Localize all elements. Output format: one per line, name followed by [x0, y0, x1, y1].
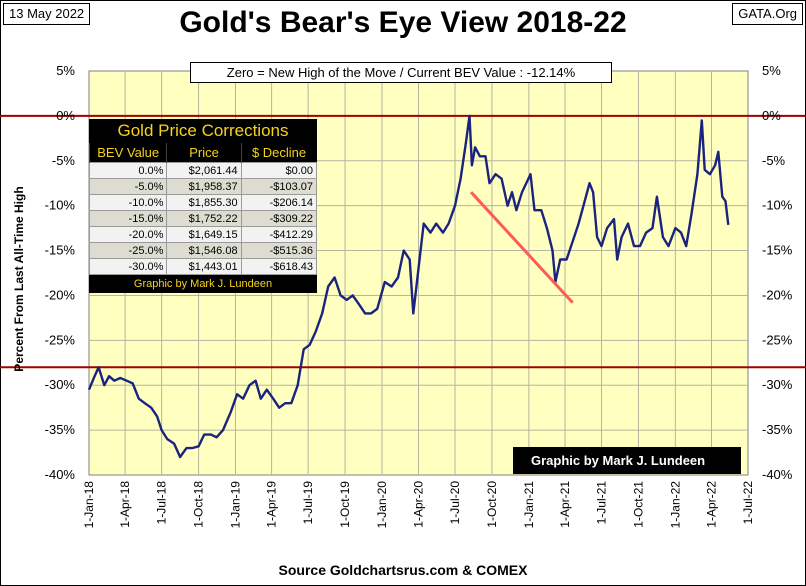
- credit-box: Graphic by Mark J. Lundeen: [513, 447, 741, 474]
- decline-cell: -$412.29: [240, 226, 318, 243]
- x-tick-label: 1-Oct-19: [338, 481, 352, 528]
- x-tick-label: 1-Jul-20: [448, 481, 462, 525]
- bev-cell: -10.0%: [88, 194, 168, 211]
- y-tick-label-left: -25%: [45, 332, 76, 347]
- column-header-decline: $ Decline: [240, 143, 317, 163]
- price-cell: $1,649.15: [166, 226, 242, 243]
- x-tick-label: 1-Apr-19: [265, 481, 279, 528]
- table-credit: Graphic by Mark J. Lundeen: [89, 275, 317, 293]
- table-row: -15.0% $1,752.22 -$309.22: [88, 210, 318, 227]
- price-cell: $1,752.22: [166, 210, 242, 227]
- y-tick-label-left: 0%: [56, 108, 75, 123]
- y-tick-label-left: 5%: [56, 63, 75, 78]
- y-tick-label-left: -20%: [45, 287, 76, 302]
- decline-cell: -$103.07: [240, 178, 318, 195]
- table-row: -5.0% $1,958.37 -$103.07: [88, 178, 318, 195]
- x-tick-label: 1-Oct-21: [631, 481, 645, 528]
- date-label: 13 May 2022: [3, 3, 91, 25]
- bev-series-line: [87, 114, 730, 459]
- table-row: 0.0% $2,061.44 $0.00: [88, 162, 318, 179]
- x-tick-label: 1-Jul-19: [301, 481, 315, 525]
- x-tick-label: 1-Jan-22: [668, 481, 682, 529]
- bev-cell: 0.0%: [88, 162, 168, 179]
- y-tick-label-right: -40%: [762, 467, 793, 482]
- bev-cell: -15.0%: [88, 210, 168, 227]
- y-tick-label-right: -30%: [762, 377, 793, 392]
- column-header-bev: BEV Value: [88, 143, 167, 163]
- corrections-table: BEV Value Price $ Decline 0.0% $2,061.44…: [88, 143, 318, 275]
- x-tick-label: 1-Jul-21: [595, 481, 609, 525]
- price-cell: $1,855.30: [166, 194, 242, 211]
- x-tick-label: 1-Apr-18: [118, 481, 132, 528]
- y-tick-label-right: 0%: [762, 108, 781, 123]
- x-tick-label: 1-Apr-20: [412, 481, 426, 528]
- y-tick-label-right: -15%: [762, 243, 793, 258]
- decline-cell: -$618.43: [240, 258, 318, 275]
- table-row: -30.0% $1,443.01 -$618.43: [88, 258, 318, 275]
- y-tick-label-left: -30%: [45, 377, 76, 392]
- bev-cell: -25.0%: [88, 242, 168, 259]
- y-tick-label-left: -5%: [52, 153, 76, 168]
- bev-annotation: Zero = New High of the Move / Current BE…: [190, 62, 612, 83]
- x-tick-label: 1-Jul-22: [741, 481, 755, 525]
- x-tick-label: 1-Jan-18: [82, 481, 96, 529]
- price-cell: $1,546.08: [166, 242, 242, 259]
- y-tick-label-right: -10%: [762, 198, 793, 213]
- y-tick-label-left: -10%: [45, 198, 76, 213]
- y-tick-label-right: -20%: [762, 287, 793, 302]
- table-row: -10.0% $1,855.30 -$206.14: [88, 194, 318, 211]
- table-row: -20.0% $1,649.15 -$412.29: [88, 226, 318, 243]
- price-cell: $2,061.44: [166, 162, 242, 179]
- price-cell: $1,958.37: [166, 178, 242, 195]
- x-tick-label: 1-Apr-22: [704, 481, 718, 528]
- decline-cell: $0.00: [240, 162, 318, 179]
- decline-cell: -$309.22: [240, 210, 318, 227]
- column-header-price: Price: [166, 143, 242, 163]
- x-tick-label: 1-Jan-20: [375, 481, 389, 529]
- corrections-table-panel: Gold Price Corrections BEV Value Price $…: [88, 119, 318, 293]
- x-tick-label: 1-Jan-19: [228, 481, 242, 529]
- y-tick-label-right: 5%: [762, 63, 781, 78]
- decline-cell: -$206.14: [240, 194, 318, 211]
- bev-cell: -30.0%: [88, 258, 168, 275]
- table-row: -25.0% $1,546.08 -$515.36: [88, 242, 318, 259]
- x-tick-label: 1-Oct-18: [192, 481, 206, 528]
- x-tick-label: 1-Oct-20: [485, 481, 499, 528]
- y-tick-label-left: -40%: [45, 467, 76, 482]
- table-header-row: BEV Value Price $ Decline: [88, 143, 317, 163]
- bev-cell: -20.0%: [88, 226, 168, 243]
- x-tick-label: 1-Apr-21: [558, 481, 572, 528]
- chart-title: Gold's Bear's Eye View 2018-22: [179, 6, 627, 39]
- x-tick-label: 1-Jan-21: [522, 481, 536, 529]
- bev-cell: -5.0%: [88, 178, 168, 195]
- y-tick-label-right: -25%: [762, 332, 793, 347]
- source-note: Source Goldchartsrus.com & COMEX: [278, 562, 528, 578]
- price-cell: $1,443.01: [166, 258, 242, 275]
- y-tick-label-left: -15%: [45, 243, 76, 258]
- downtrend-line: [469, 191, 574, 304]
- y-tick-label-right: -35%: [762, 422, 793, 437]
- y-axis-label: Percent From Last All-Time High: [12, 186, 26, 372]
- site-label: GATA.Org: [732, 3, 803, 25]
- y-tick-label-left: -35%: [45, 422, 76, 437]
- corrections-table-title: Gold Price Corrections: [89, 119, 317, 143]
- x-tick-label: 1-Jul-18: [155, 481, 169, 525]
- decline-cell: -$515.36: [240, 242, 318, 259]
- y-tick-label-right: -5%: [762, 153, 786, 168]
